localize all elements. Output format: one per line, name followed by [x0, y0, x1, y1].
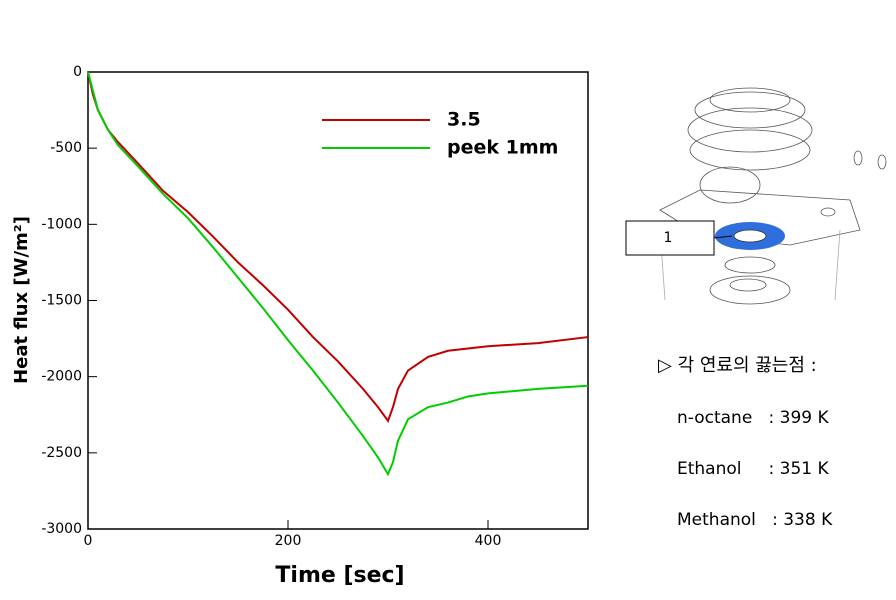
y-tick-label: -3000: [41, 521, 82, 537]
annotation: ▷ 각 연료의 끓는점 :: [658, 355, 817, 376]
x-axis-label: Time [sec]: [275, 563, 404, 588]
legend-label: 3.5: [447, 109, 481, 131]
y-axis-label: Heat flux [W/m²]: [11, 216, 32, 384]
ring-hole: [733, 229, 767, 243]
annotation: n-octane : 399 K: [677, 408, 829, 428]
y-tick-label: -2500: [41, 445, 82, 461]
callout-label: 1: [664, 230, 673, 246]
data-line: [87, 71, 589, 423]
component-diagram: [659, 87, 887, 305]
data-line: [87, 71, 589, 477]
annotation: Ethanol : 351 K: [677, 459, 829, 479]
y-tick-label: -500: [50, 140, 82, 156]
y-tick-label: -1500: [41, 293, 82, 309]
x-tick-label: 200: [275, 533, 302, 549]
x-tick-label: 400: [475, 533, 502, 549]
legend-label: peek 1mm: [447, 137, 558, 159]
annotation: Methanol : 338 K: [677, 510, 833, 530]
callout-arrow: [713, 235, 733, 239]
x-tick-label: 0: [84, 533, 93, 549]
y-tick-label: -1000: [41, 216, 82, 232]
y-tick-label: -2000: [41, 369, 82, 385]
y-tick-label: 0: [73, 64, 82, 80]
